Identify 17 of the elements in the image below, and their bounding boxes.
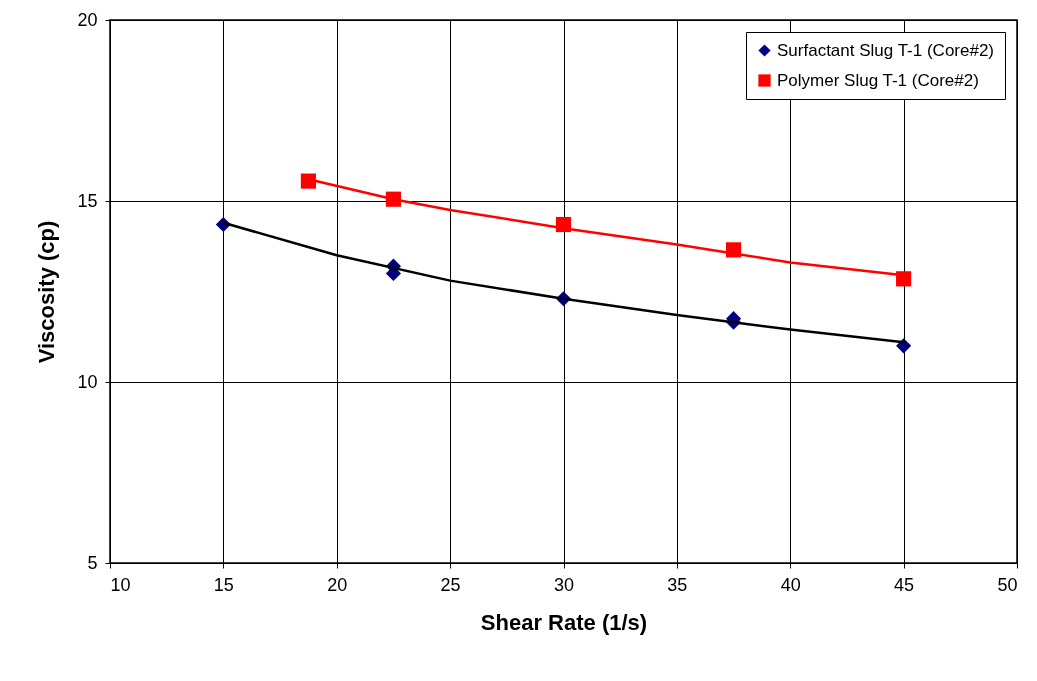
y-axis-title: Viscosity (cp)	[34, 220, 60, 364]
x-tick-label: 35	[667, 574, 688, 595]
y-tick-label: 20	[77, 9, 98, 30]
x-tick-label: 50	[997, 574, 1018, 595]
legend-label: Polymer Slug T-1 (Core#2)	[777, 70, 979, 90]
y-tick-label: 5	[87, 552, 98, 573]
x-tick-label: 45	[894, 574, 915, 595]
x-tick-label: 15	[213, 574, 234, 595]
y-tick-label: 15	[77, 190, 98, 211]
x-tick-label: 10	[110, 574, 131, 595]
x-tick-label: 40	[780, 574, 801, 595]
legend-label: Surfactant Slug T-1 (Core#2)	[777, 40, 995, 60]
x-tick-label: 20	[327, 574, 348, 595]
x-tick-label: 30	[553, 574, 575, 595]
y-tick-label: 10	[77, 371, 98, 392]
x-tick-label: 25	[440, 574, 461, 595]
x-axis-title: Shear Rate (1/s)	[480, 609, 648, 635]
